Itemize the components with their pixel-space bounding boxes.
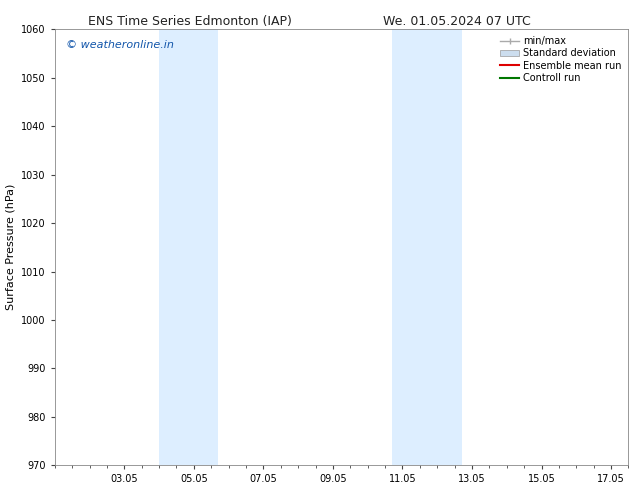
Y-axis label: Surface Pressure (hPa): Surface Pressure (hPa) (6, 184, 16, 311)
Text: © weatheronline.in: © weatheronline.in (66, 40, 174, 50)
Bar (392, 29, 462, 465)
Text: We. 01.05.2024 07 UTC: We. 01.05.2024 07 UTC (382, 15, 531, 28)
Legend: min/max, Standard deviation, Ensemble mean run, Controll run: min/max, Standard deviation, Ensemble me… (498, 34, 624, 85)
Bar (159, 29, 218, 465)
Text: ENS Time Series Edmonton (IAP): ENS Time Series Edmonton (IAP) (88, 15, 292, 28)
